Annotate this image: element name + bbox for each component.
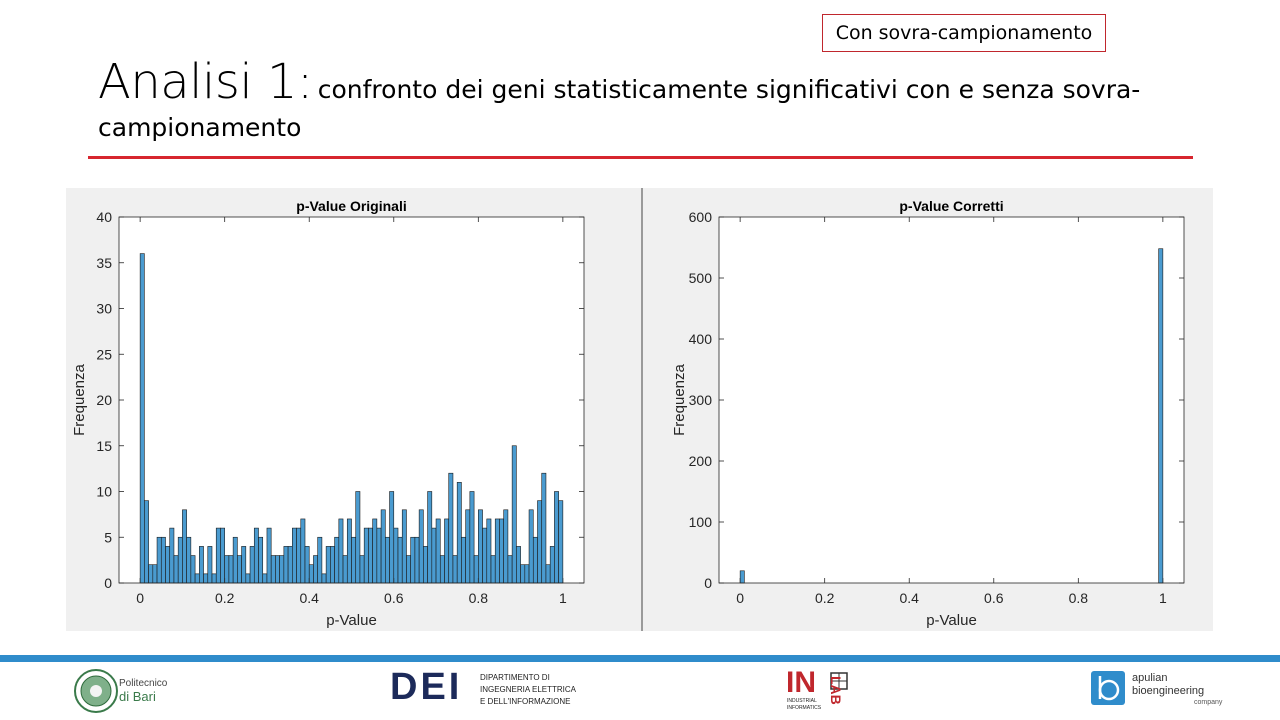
oversampling-badge: Con sovra-campionamento [822, 14, 1106, 52]
dei-mark: DEI [390, 666, 463, 708]
chart2-ylabel: Frequenza [671, 363, 688, 435]
slide-title: Analisi 1: confronto dei geni statistica… [98, 52, 1198, 143]
chart2-ytick-label-6: 600 [689, 209, 713, 225]
chart1-xtick-label-5: 1 [559, 590, 567, 606]
politecnico-seal-icon [74, 669, 118, 713]
apulian-line2: bioengineering [1132, 685, 1205, 697]
inlab-lab-text: LAB [828, 676, 844, 705]
dei-line3: E DELL'INFORMAZIONE [480, 697, 571, 706]
politecnico-name-line1: Politecnico [119, 678, 168, 689]
chart1-ytick-label-6: 30 [96, 301, 112, 317]
chart2-xtick-label-4: 0.8 [1069, 590, 1089, 606]
chart1-xtick-label-4: 0.8 [469, 590, 489, 606]
chart2-ytick-label-0: 0 [704, 575, 712, 591]
inlab-sub-line1: INDUSTRIAL [787, 698, 817, 704]
chart2-bar-99 [1158, 248, 1164, 584]
apulian-b-icon [1091, 671, 1125, 705]
chart2-xtick-label-0: 0 [736, 590, 744, 606]
apulian-line3: company [1194, 699, 1223, 706]
chart2-xtick-label-2: 0.4 [899, 590, 919, 606]
chart1-ytick-label-3: 15 [96, 438, 112, 454]
politecnico-name-line2: di Bari [119, 689, 156, 704]
inlab-logo: IN LAB INDUSTRIAL INFORMATICS [786, 664, 866, 716]
chart1-ytick-label-2: 10 [96, 484, 112, 500]
chart2-title: p-Value Corretti [899, 198, 1003, 214]
chart2-plot-area [719, 217, 1184, 583]
title-main: Analisi 1: [98, 54, 313, 110]
chart1-ylabel: Frequenza [71, 363, 88, 435]
chart1-xtick-label-3: 0.6 [384, 590, 404, 606]
chart2-xlabel: p-Value [926, 612, 977, 629]
chart1-xtick-label-0: 0 [136, 590, 144, 606]
chart1-xtick-label-1: 0.2 [215, 590, 235, 606]
chart2-ytick-label-4: 400 [689, 331, 713, 347]
chart2-xtick-label-1: 0.2 [815, 590, 835, 606]
dei-line2: INGEGNERIA ELETTRICA [480, 685, 577, 694]
chart1-xtick-label-2: 0.4 [299, 590, 319, 606]
chart1-ytick-label-0: 0 [104, 575, 112, 591]
apulian-line1: apulian [1132, 672, 1168, 684]
chart2-ytick-label-1: 100 [689, 514, 713, 530]
inlab-sub-line2: INFORMATICS [787, 705, 822, 711]
inlab-cube-icon [830, 672, 848, 690]
chart2-xtick-label-5: 1 [1159, 590, 1167, 606]
chart1-ytick-label-5: 25 [96, 346, 112, 362]
chart2-bar-0 [739, 570, 745, 584]
chart2-ytick-label-3: 300 [689, 392, 713, 408]
inlab-mark: IN [786, 666, 816, 699]
politecnico-logo: Politecnico di Bari [72, 667, 182, 713]
chart2-ytick-label-2: 200 [689, 453, 713, 469]
title-rest: confronto dei geni statisticamente signi… [98, 75, 1141, 142]
chart1-xlabel: p-Value [326, 612, 377, 629]
dei-line1: DIPARTIMENTO DI [480, 673, 550, 682]
chart1-ytick-label-7: 35 [96, 255, 112, 271]
chart1-ytick-label-8: 40 [96, 209, 112, 225]
footer-bar [0, 655, 1280, 662]
chart1-ytick-label-1: 5 [104, 529, 112, 545]
figure-divider [641, 188, 643, 631]
chart2-xtick-label-3: 0.6 [984, 590, 1004, 606]
dei-logo: DEI DIPARTIMENTO DI INGEGNERIA ELETTRICA… [390, 666, 590, 710]
chart2-ytick-label-5: 500 [689, 270, 713, 286]
chart1-ytick-label-4: 20 [96, 392, 112, 408]
title-underline [88, 156, 1193, 159]
apulian-logo: apulian bioengineering company [1090, 670, 1230, 710]
chart1-title: p-Value Originali [296, 198, 406, 214]
